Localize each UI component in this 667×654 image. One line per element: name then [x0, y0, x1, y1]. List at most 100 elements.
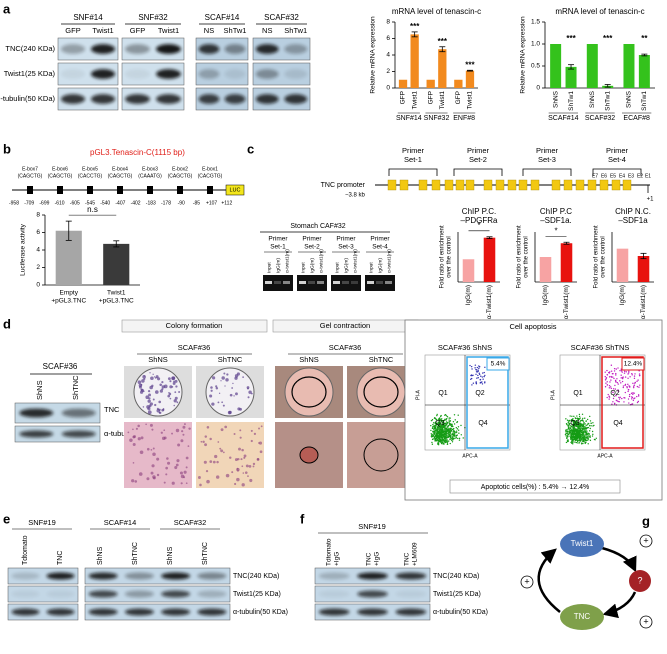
- bar: [616, 248, 629, 282]
- ebox-mark: [575, 179, 585, 191]
- event: [444, 438, 446, 440]
- band: [357, 608, 388, 616]
- event: [626, 386, 628, 389]
- group-label: SCAF#32: [585, 115, 615, 122]
- event: [615, 368, 617, 370]
- event: [448, 429, 450, 431]
- event: [470, 365, 473, 368]
- event: [586, 418, 589, 421]
- event: [430, 429, 432, 432]
- event: [571, 418, 574, 421]
- event: [628, 372, 630, 374]
- error-bar: [411, 31, 418, 38]
- event: [575, 437, 577, 439]
- bar-label: Twist1: [411, 91, 418, 110]
- event: [445, 436, 447, 438]
- event: [451, 424, 453, 427]
- event: [614, 379, 617, 382]
- event: [638, 395, 640, 397]
- event: [608, 387, 611, 389]
- event: [431, 443, 434, 445]
- band: [156, 44, 181, 54]
- event: [639, 384, 641, 386]
- event: [432, 422, 435, 424]
- lane-label: +LM609: [412, 542, 419, 566]
- event: [617, 367, 619, 369]
- row-label: TNC(240 KDa): [433, 573, 479, 580]
- band: [395, 572, 427, 580]
- cell: [180, 482, 183, 485]
- cell: [258, 441, 263, 445]
- event: [627, 388, 630, 391]
- colony: [247, 396, 250, 399]
- cell: [185, 456, 189, 460]
- event: [478, 367, 480, 370]
- significance: **: [641, 34, 648, 43]
- event: [612, 388, 615, 390]
- event: [592, 433, 594, 436]
- cell: [129, 438, 133, 442]
- blot-strip: [7, 585, 79, 603]
- event: [439, 418, 441, 420]
- event: [586, 439, 589, 441]
- lane-label: ShNS: [148, 355, 168, 364]
- event: [574, 441, 576, 443]
- arrow: [602, 591, 637, 619]
- promoter-label: TNC promoter: [321, 182, 366, 189]
- group-label: SNF#14: [396, 115, 422, 122]
- cell: [165, 466, 168, 470]
- band: [91, 44, 115, 54]
- event: [448, 433, 451, 436]
- event: [479, 381, 482, 384]
- event: [585, 424, 587, 427]
- lane-label: ShNS: [35, 380, 44, 400]
- y-axis-label: PI-A: [550, 389, 556, 399]
- event: [573, 431, 575, 434]
- event: [446, 429, 449, 431]
- quadrant-label: Q2: [610, 390, 619, 397]
- cell: [131, 479, 135, 483]
- event: [443, 437, 445, 439]
- event: [589, 435, 591, 437]
- position-label: -610: [55, 200, 65, 206]
- colony: [242, 376, 244, 378]
- ebox-mark: [530, 179, 540, 191]
- event: [447, 433, 449, 436]
- summary-box: [449, 479, 621, 494]
- event: [433, 428, 435, 430]
- event: [435, 439, 437, 442]
- category-label: Empty: [60, 290, 79, 297]
- cell: [229, 456, 232, 459]
- event: [617, 400, 619, 403]
- event: [604, 386, 607, 388]
- cell: [156, 473, 160, 477]
- row-label: α-tubulin(50 KDa): [233, 609, 288, 616]
- error-bar: [641, 53, 648, 57]
- event: [438, 429, 441, 432]
- event: [477, 374, 479, 377]
- blot-strip: [57, 62, 119, 86]
- event: [442, 428, 444, 430]
- lane-label: NS: [262, 26, 272, 35]
- event: [446, 435, 449, 437]
- cell: [151, 464, 155, 468]
- node-label: TNC: [574, 612, 591, 621]
- event: [434, 422, 437, 424]
- event: [590, 425, 592, 427]
- ebox-name: E-box5: [82, 166, 98, 172]
- bar: [560, 243, 573, 282]
- ebox-sequence: (CAGCTG): [18, 173, 43, 179]
- colony: [167, 377, 171, 381]
- event: [472, 374, 474, 376]
- error-bar: [439, 46, 446, 53]
- event: [462, 437, 464, 439]
- band: [284, 69, 308, 79]
- event: [606, 369, 608, 372]
- event: [605, 377, 608, 379]
- micrograph: [196, 422, 264, 488]
- ebox-mark: [57, 186, 63, 194]
- error-bar: [466, 69, 473, 72]
- event: [450, 437, 452, 440]
- gate-box: [601, 356, 644, 449]
- sign-circle: [639, 534, 653, 548]
